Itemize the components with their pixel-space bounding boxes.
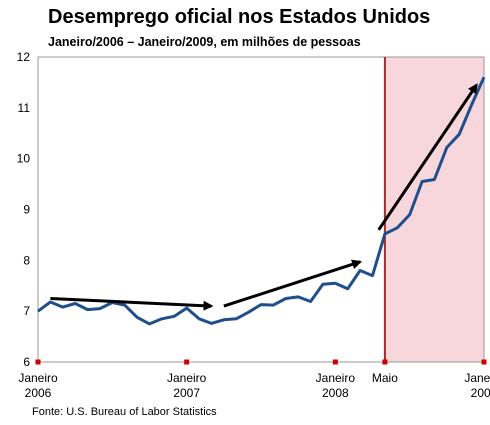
chart-subtitle: Janeiro/2006 – Janeiro/2009, em milhões … (48, 35, 361, 49)
y-tick-label: 9 (23, 203, 30, 217)
recession-shading (384, 57, 484, 362)
y-tick-label: 6 (23, 355, 30, 369)
x-tick-label: Janeiro2009 (464, 371, 490, 400)
y-tick-label: 11 (18, 101, 31, 115)
x-tick-marker (35, 359, 41, 365)
trend-arrow (50, 296, 214, 311)
plot-frame (37, 56, 485, 363)
x-tick-marker (332, 359, 338, 365)
x-tick-marker (382, 359, 388, 365)
trend-arrow (223, 259, 363, 308)
y-tick-label: 8 (23, 253, 30, 267)
x-tick-label: Janeiro 2008 (316, 371, 356, 400)
x-tick-label: Janeiro 2007 (167, 371, 207, 400)
x-tick-marker (481, 359, 487, 365)
trend-arrow (377, 83, 478, 231)
x-tick-marker (184, 359, 190, 365)
x-tick-label: Janeiro 2006 (18, 371, 58, 400)
y-tick-label: 12 (17, 50, 31, 64)
chart-title: Desemprego oficial nos Estados Unidos (48, 6, 431, 28)
y-tick-label: 10 (17, 152, 31, 166)
x-tick-label: Maio (372, 371, 398, 385)
data-source: Fonte: U.S. Bureau of Labor Statistics (32, 406, 217, 418)
y-tick-label: 7 (23, 304, 30, 318)
